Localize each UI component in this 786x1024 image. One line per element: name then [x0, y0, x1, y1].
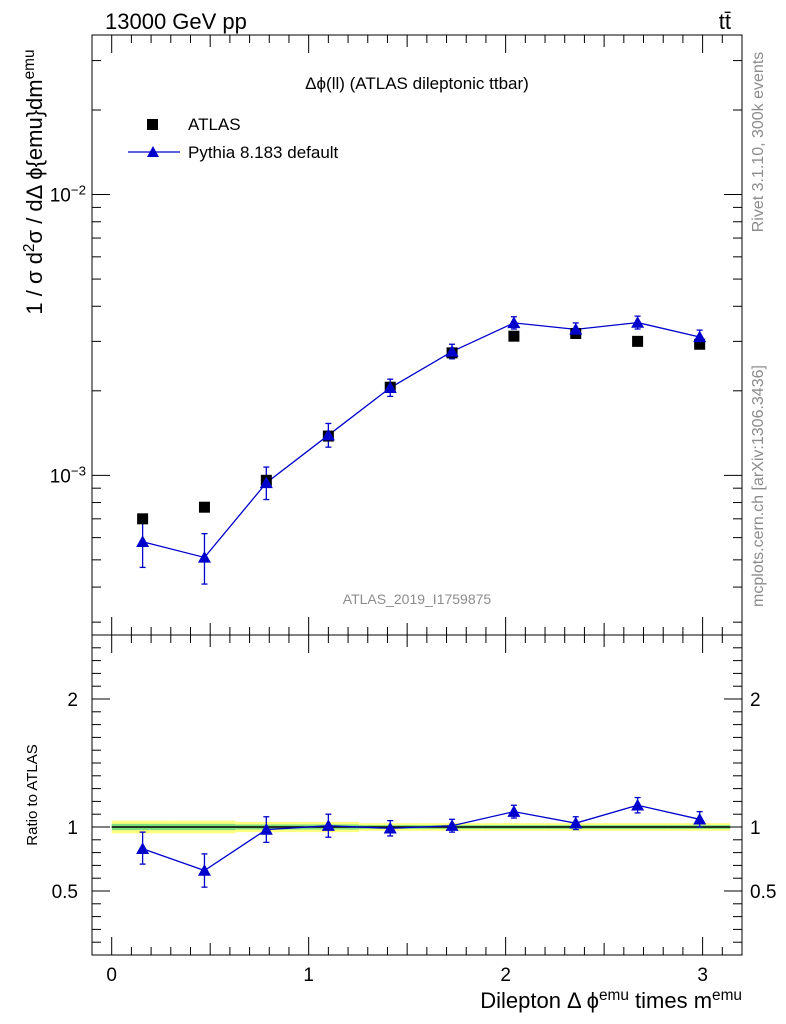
ratio-pythia-point [321, 819, 335, 831]
ratio-pythia-point [693, 812, 707, 825]
pythia-point [197, 550, 211, 563]
pythia-point [693, 330, 707, 343]
ratio-x-tick-label: 2 [500, 965, 511, 986]
ratio-pythia-point [383, 821, 397, 834]
legend-pythia-label: Pythia 8.183 default [188, 143, 339, 162]
pythia-point [507, 316, 521, 329]
x-axis-title: Dilepton Δ ϕemu times memu [480, 987, 742, 1014]
ratio-pythia-point [136, 842, 150, 854]
atlas-point [137, 513, 149, 525]
main-y-tick-label: 10−2 [50, 182, 86, 207]
main-y-tick-label: 10−3 [50, 463, 86, 488]
atlas-point [198, 501, 210, 513]
ratio-y-tick-label-left: 0.5 [52, 882, 78, 903]
legend-atlas-label: ATLAS [188, 115, 241, 134]
ratio-pythia-point [259, 823, 273, 835]
ratio-x-tick-label: 0 [106, 965, 117, 986]
ratio-x-tick-label: 3 [697, 965, 708, 986]
energy-label: 13000 GeV pp [105, 9, 247, 34]
ratio-plot-marks [136, 796, 707, 888]
ratio-pythia-point [507, 805, 521, 817]
ratio-plot-frame [91, 634, 743, 956]
legend-pythia-marker [147, 146, 159, 157]
ratio-pythia-point [631, 798, 645, 811]
atlas-point [632, 335, 644, 347]
atlas-point [694, 338, 706, 350]
process-label: tt̄ [719, 9, 731, 34]
ratio-pythia-point [197, 864, 211, 876]
main-y-axis-title: 1 / σ d2σ / dΔ ϕ{emu}dmemu [21, 49, 48, 314]
main-plot-marks [136, 315, 707, 585]
ratio-y-tick-label-left: 2 [67, 690, 78, 711]
atlas-point [508, 330, 520, 342]
pythia-point [383, 381, 397, 393]
ratio-pythia-point [569, 816, 583, 829]
pythia-point [631, 316, 645, 328]
analysis-watermark: ATLAS_2019_I1759875 [343, 591, 492, 607]
rivet-version-label: Rivet 3.1.10, 300k events [750, 52, 767, 233]
pythia-point [569, 322, 583, 335]
ratio-y-tick-label-right: 0.5 [750, 882, 776, 903]
pythia-line [142, 321, 700, 559]
pythia-point [259, 476, 273, 489]
ratio-y-tick-label-left: 1 [67, 818, 78, 839]
main-plot-title: Δϕ(ll) (ATLAS dileptonic ttbar) [305, 74, 529, 93]
ratio-y-tick-label-right: 1 [750, 818, 761, 839]
ratio-x-tick-label: 1 [303, 965, 314, 986]
ratio-pythia-line [142, 804, 700, 872]
ratio-y-tick-label-right: 2 [750, 690, 761, 711]
pythia-point [445, 345, 459, 357]
mcplots-source-label: mcplots.cern.ch [arXiv:1306.3436] [750, 365, 767, 607]
pythia-point [321, 428, 335, 441]
legend-atlas-marker [147, 119, 158, 130]
legend: ATLAS Pythia 8.183 default [128, 115, 339, 162]
pythia-point [136, 535, 150, 547]
ratio-pythia-point [445, 819, 459, 831]
axis-ticks: 10−3 10−2 0 1 2 3 0.5 0.5 1 1 2 2 [50, 35, 776, 986]
ratio-y-axis-title: Ratio to ATLAS [24, 744, 41, 845]
